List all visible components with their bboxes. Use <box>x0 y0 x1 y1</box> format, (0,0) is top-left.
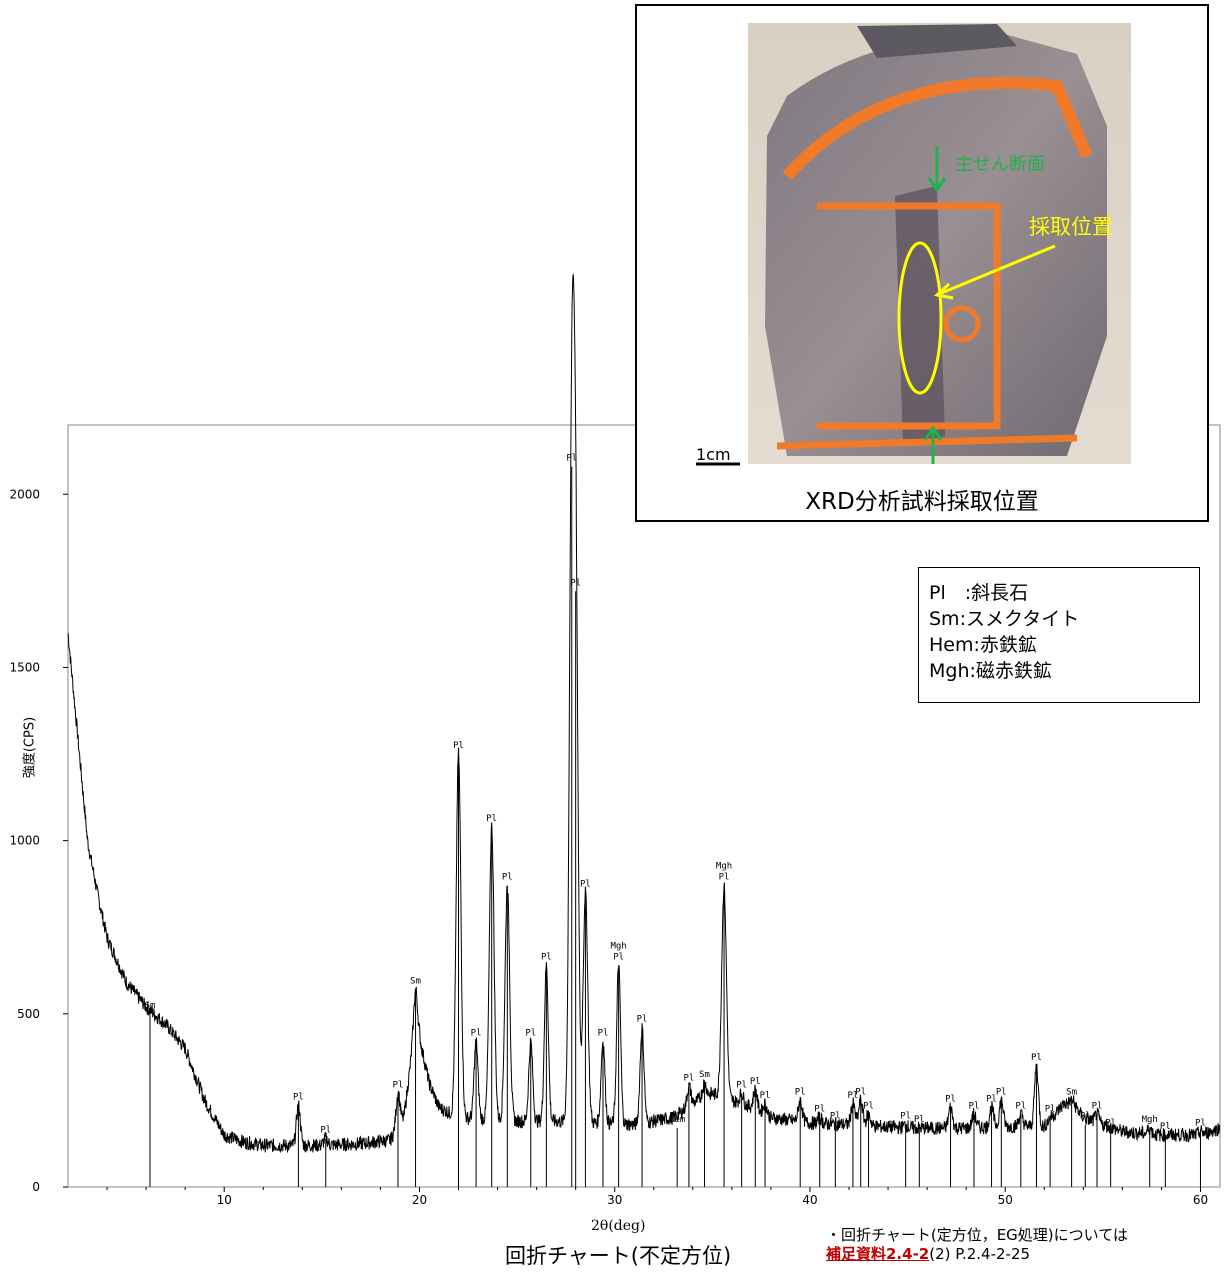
peak-label-11-0: Pl <box>566 454 577 464</box>
peak-label-17-0: Hem <box>669 1115 685 1125</box>
peak-label-6-0: Pl <box>471 1029 482 1039</box>
peak-label-13-0: Pl <box>580 880 591 890</box>
peak-label-45-0: Pl <box>1195 1119 1206 1129</box>
peak-label-36-0: Pl <box>1015 1101 1026 1111</box>
peak-label-4-0: Sm <box>410 977 421 987</box>
supplement-link[interactable]: 補足資料2.4-2 <box>826 1245 930 1263</box>
peak-label-43-0: Mgh <box>1142 1115 1158 1125</box>
mineral-legend: Pl :斜長石 Sm:スメクタイト Hem:赤鉄鉱 Mgh:磁赤鉄鉱 <box>918 567 1200 703</box>
peak-label-25-0: Pl <box>814 1105 825 1115</box>
x-axis-title: 2θ(deg) <box>591 1218 646 1234</box>
peak-label-29-0: Pl <box>863 1101 874 1111</box>
peak-label-15-0: Mgh <box>610 941 626 951</box>
peak-label-20-0: Mgh <box>716 862 732 872</box>
orange-marking-frame <box>817 202 1001 430</box>
x-tick-label-3: 40 <box>802 1193 817 1207</box>
x-tick-label-2: 30 <box>607 1193 622 1207</box>
peak-label-20-1: Pl <box>719 873 730 883</box>
rock-top-fragment <box>857 24 1017 58</box>
peak-label-32-0: Pl <box>945 1094 956 1104</box>
sampling-pointer <box>938 244 1056 296</box>
peak-label-2-0: Pl <box>320 1126 331 1136</box>
peak-label-28-0: Pl <box>855 1087 866 1097</box>
orange-marking-top <box>782 76 1093 181</box>
photo-caption: XRD分析試料採取位置 <box>805 489 1039 515</box>
y-axis-title: 強度(CPS) <box>22 716 38 779</box>
x-tick-label-5: 60 <box>1193 1193 1208 1207</box>
peak-label-22-0: Pl <box>750 1077 761 1087</box>
y-tick-label-1: 500 <box>17 1007 40 1021</box>
peak-label-0-0: Sm <box>145 1001 156 1011</box>
cross-section-label: 主せん断面 <box>955 154 1045 175</box>
y-tick-label-2: 1000 <box>9 834 40 848</box>
peak-label-33-0: Pl <box>969 1101 980 1111</box>
peak-label-44-0: Pl <box>1160 1122 1171 1132</box>
peak-label-41-0: Pl <box>1092 1101 1103 1111</box>
peak-label-23-0: Pl <box>760 1091 771 1101</box>
legend-item-mgh: Mgh:磁赤鉄鉱 <box>929 660 1052 682</box>
reference-note-line1: ・回折チャート(定方位，EG処理)については <box>826 1226 1128 1244</box>
scale-bar-label: 1cm <box>696 445 731 464</box>
peak-label-39-0: Sm <box>1066 1087 1077 1097</box>
y-tick-label-4: 2000 <box>9 487 40 501</box>
legend-item-hem: Hem:赤鉄鉱 <box>929 634 1037 656</box>
x-tick-label-4: 50 <box>998 1193 1013 1207</box>
x-tick-label-1: 20 <box>412 1193 427 1207</box>
peak-label-34-0: Pl <box>986 1094 997 1104</box>
peak-label-5-0: Pl <box>453 741 464 751</box>
rock-sample-photo: 主せん断面 採取位置 1cm <box>696 23 1131 466</box>
peak-label-7-0: Pl <box>486 814 497 824</box>
peak-label-30-0: Pl <box>900 1112 911 1122</box>
peak-label-12-0: Pl <box>570 578 581 588</box>
peak-label-24-0: Pl <box>795 1087 806 1097</box>
peak-label-3-0: Pl <box>393 1080 404 1090</box>
sample-photo-panel: 主せん断面 採取位置 1cm XRD分析試料採取位置 <box>635 4 1209 522</box>
peak-label-8-0: Pl <box>502 873 513 883</box>
peak-label-16-0: Pl <box>637 1015 648 1025</box>
shear-zone <box>895 186 945 446</box>
reference-note: ・回折チャート(定方位，EG処理)については 補足資料2.4-2(2) P.2.… <box>826 1226 1128 1264</box>
sampling-pointer-head <box>933 282 954 300</box>
legend-item-pl: Pl :斜長石 <box>929 582 1029 604</box>
peak-label-21-0: Pl <box>736 1080 747 1090</box>
sampling-position-label: 採取位置 <box>1029 215 1113 239</box>
x-tick-label-0: 10 <box>217 1193 232 1207</box>
peak-label-26-0: Pl <box>830 1112 841 1122</box>
green-arrow-top-head <box>927 177 947 193</box>
peak-label-19-0: Sm <box>699 1070 710 1080</box>
sampling-ellipse <box>897 241 943 395</box>
peak-label-38-0: Pl <box>1045 1105 1056 1115</box>
legend-item-sm: Sm:スメクタイト <box>929 608 1080 630</box>
orange-marking-circle <box>943 305 981 343</box>
peak-label-35-0: Pl <box>996 1087 1007 1097</box>
peak-label-9-0: Pl <box>525 1029 536 1039</box>
peak-label-14-0: Pl <box>598 1029 609 1039</box>
peak-label-42-0: Pl <box>1105 1119 1116 1129</box>
supplement-page: (2) P.2.4-2-25 <box>929 1245 1031 1263</box>
green-arrow-bottom-head <box>923 425 943 441</box>
diffraction-trace <box>67 273 1221 1154</box>
chart-caption: 回折チャート(不定方位) <box>505 1244 732 1268</box>
y-tick-label-3: 1500 <box>9 660 40 674</box>
orange-marking-bottom <box>776 434 1078 450</box>
peak-label-18-0: Pl <box>683 1074 694 1084</box>
peak-label-27-0: Pl <box>848 1091 859 1101</box>
reference-note-line2: 補足資料2.4-2(2) P.2.4-2-25 <box>826 1245 1128 1264</box>
peak-label-1-0: Pl <box>293 1093 304 1103</box>
peak-label-10-0: Pl <box>541 952 552 962</box>
peak-label-31-0: Pl <box>914 1115 925 1125</box>
y-tick-label-0: 0 <box>32 1180 40 1194</box>
peak-label-37-0: Pl <box>1031 1053 1042 1063</box>
peak-label-40-0: Pl <box>1080 1112 1091 1122</box>
peak-label-15-1: Pl <box>613 952 624 962</box>
